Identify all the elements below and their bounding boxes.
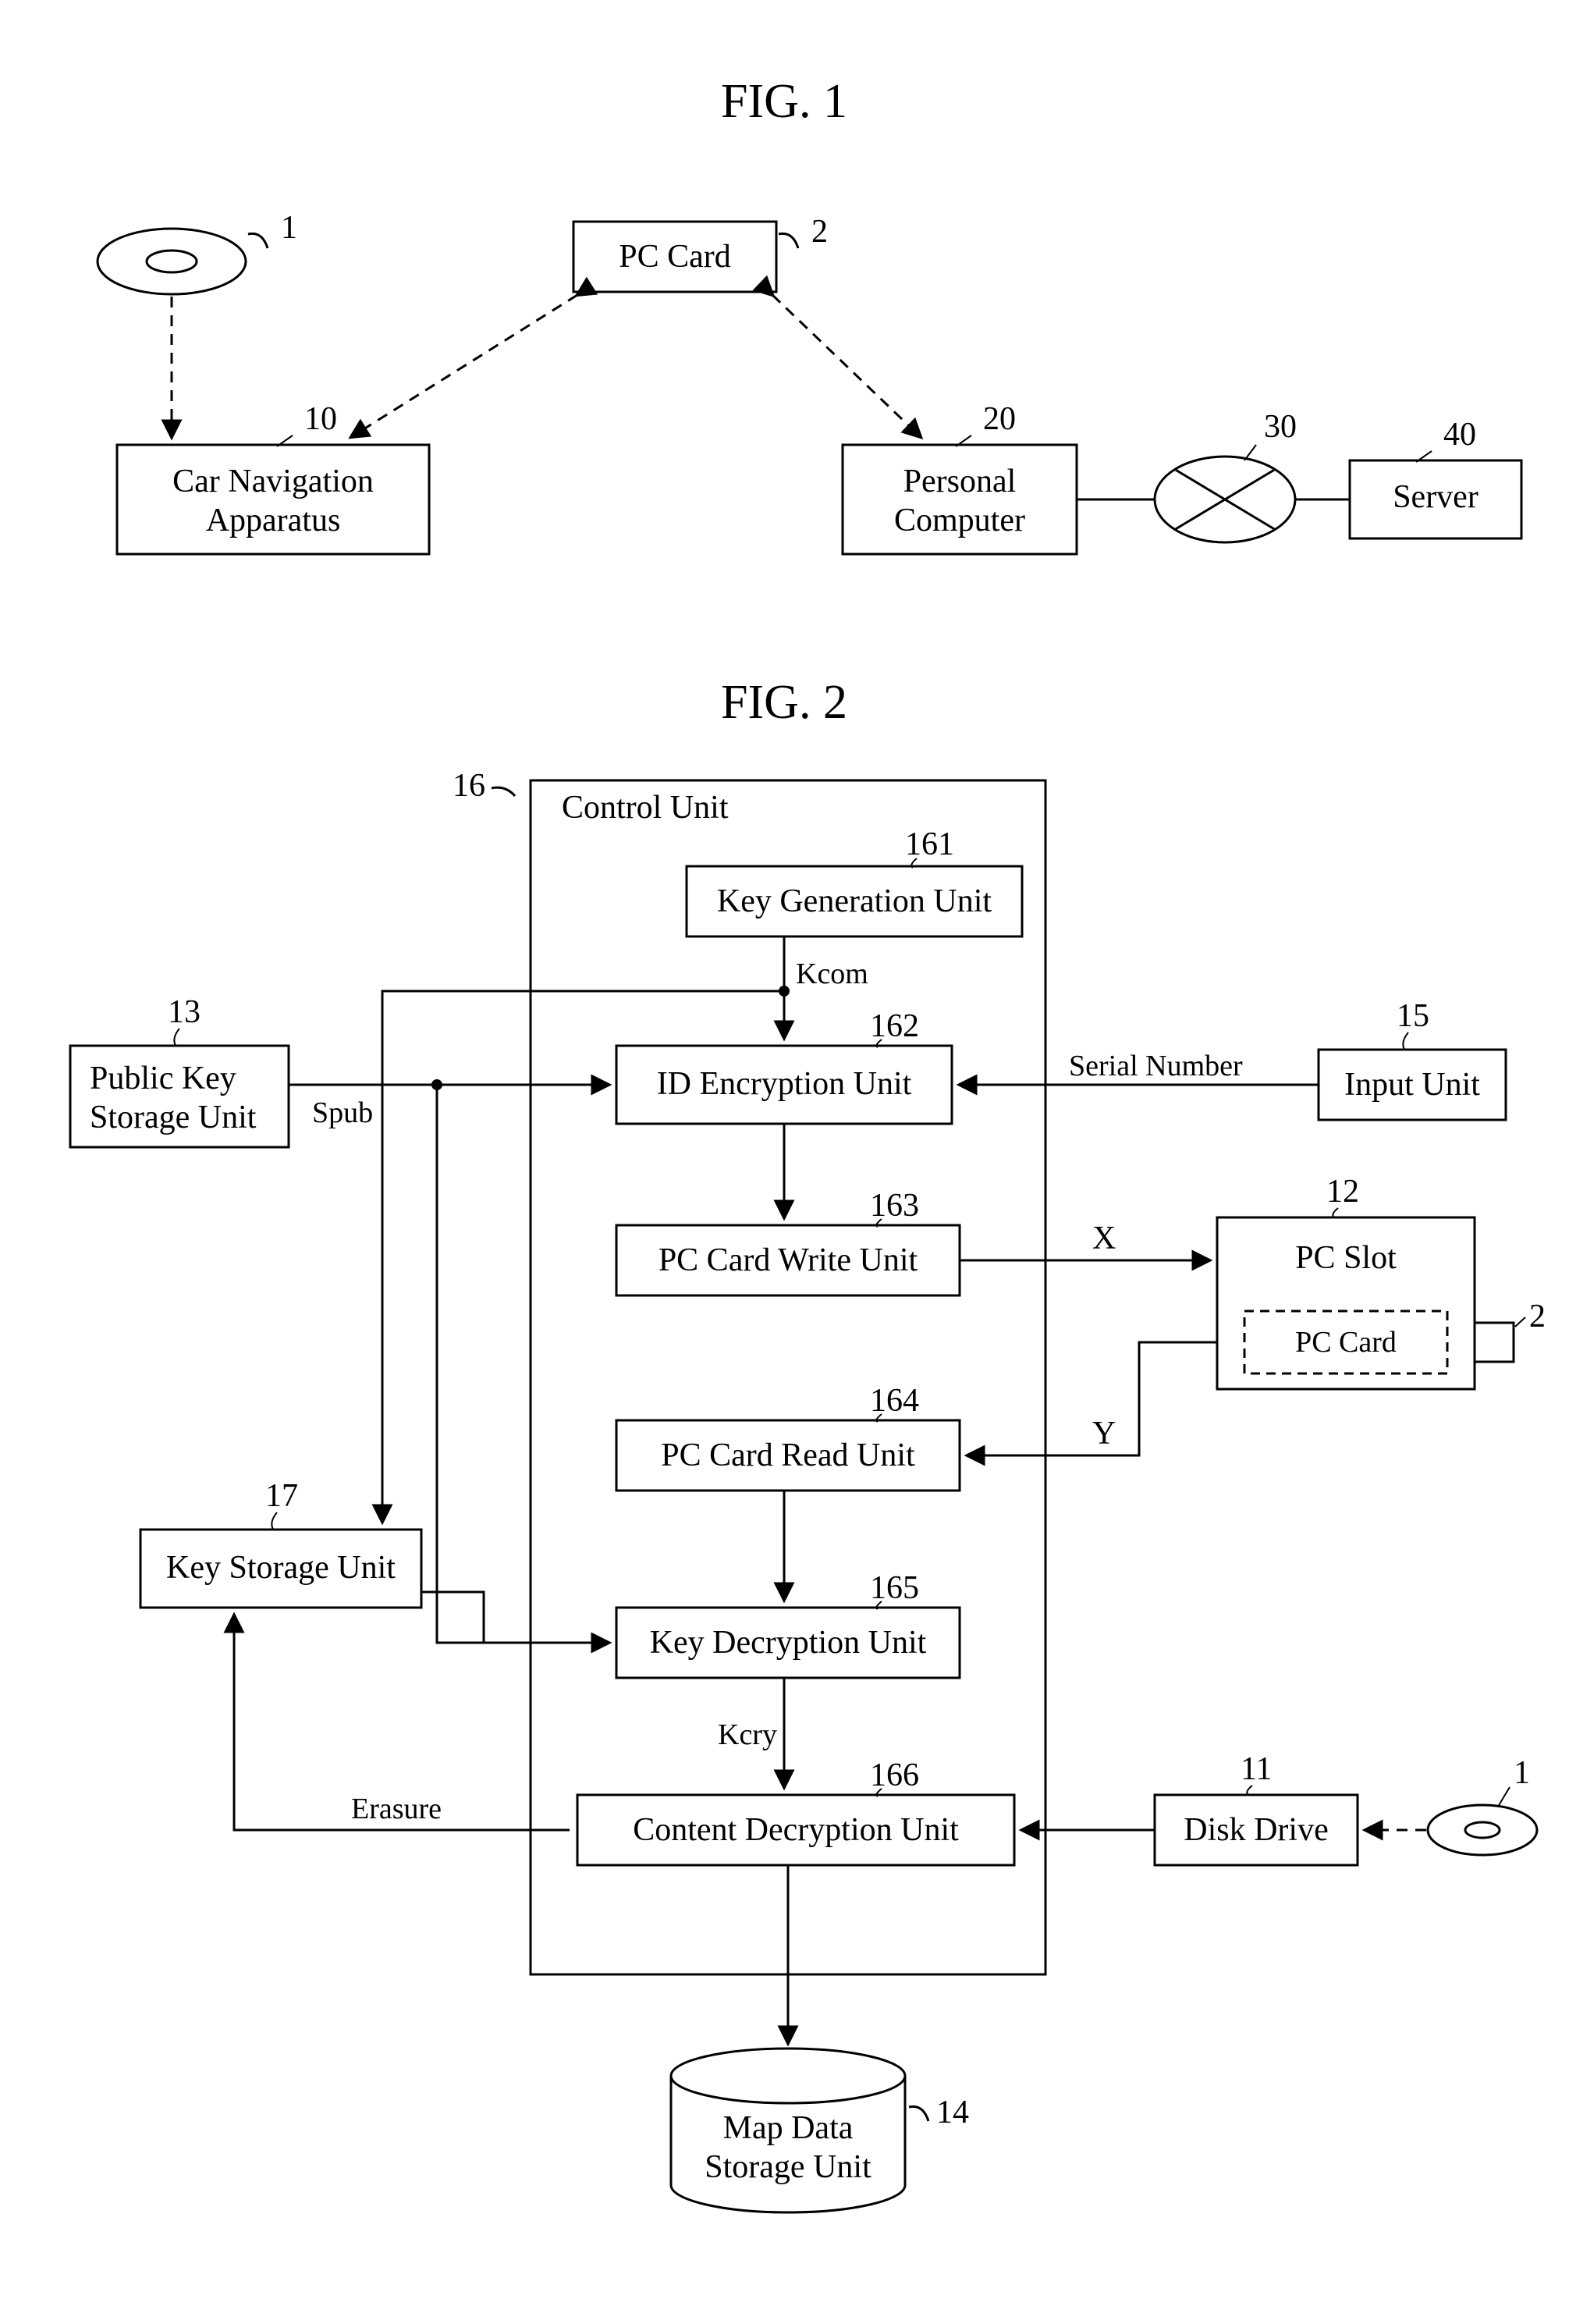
idenc-id: 162 [870,1008,919,1044]
disc2-id: 1 [1514,1755,1530,1791]
pccard2-id: 2 [1529,1299,1546,1334]
network-icon [1155,457,1295,542]
diskdrv-id: 11 [1241,1751,1272,1787]
kcom-label: Kcom [796,958,868,990]
kcry-label: Kcry [718,1718,777,1751]
erasure-label: Erasure [351,1793,442,1825]
y-label: Y [1092,1416,1116,1452]
pccard-connector [1475,1323,1514,1362]
leader-line [1403,1032,1408,1050]
leader-line [779,233,798,248]
pccard-id: 2 [811,214,828,250]
keystor-label: Key Storage Unit [166,1550,396,1586]
pc-label1: Personal [903,464,1017,499]
spub-label: Spub [312,1096,373,1129]
pccard-label: PC Card [619,239,731,275]
pc-id: 20 [983,401,1016,437]
leader-line [492,787,515,796]
leader-line [248,233,268,248]
input-label: Input Unit [1344,1067,1480,1103]
diagram-canvas: FIG. 1 1 PC Card 2 Car Navigation Appara… [0,0,1569,2324]
leader-line [1498,1787,1510,1807]
edge-pccard-carnav [351,295,577,437]
keydec-label: Key Decryption Unit [650,1625,927,1661]
pcread-id: 164 [870,1383,919,1419]
leader-line [272,1512,277,1530]
pcwrite-id: 163 [870,1188,919,1224]
carnav-id: 10 [304,401,337,437]
fig2-title: FIG. 2 [721,676,847,729]
disc2-icon [1428,1805,1537,1855]
pc-label2: Computer [894,503,1025,538]
keydec-id: 165 [870,1570,919,1606]
leader-line [174,1029,179,1046]
pcread-label: PC Card Read Unit [661,1437,915,1473]
pcslot-id: 12 [1326,1174,1359,1210]
contdec-id: 166 [870,1757,919,1793]
input-id: 15 [1397,998,1429,1034]
keygen-label: Key Generation Unit [717,883,992,919]
edge-pccard-pc [772,295,921,437]
control-unit-label: Control Unit [562,790,729,826]
pubkey-label1: Public Key [90,1061,236,1096]
disc-icon [98,229,246,294]
leader-line [909,2106,928,2121]
carnav-label2: Apparatus [206,503,341,538]
idenc-label: ID Encryption Unit [657,1066,912,1102]
pccard2-label: PC Card [1295,1326,1397,1359]
mapdata-label1: Map Data [723,2110,854,2146]
keygen-id: 161 [905,826,954,862]
pcslot-label: PC Slot [1295,1240,1397,1276]
leader-line [1515,1317,1525,1327]
mapdata-label2: Storage Unit [705,2149,871,2185]
x-label: X [1092,1221,1116,1256]
contdec-label: Content Decryption Unit [633,1812,959,1848]
junction-dot [431,1079,442,1090]
serial-label: Serial Number [1069,1050,1243,1082]
pcwrite-label: PC Card Write Unit [658,1242,918,1278]
fig1-title: FIG. 1 [721,75,847,128]
server-label: Server [1393,479,1478,515]
pubkey-label2: Storage Unit [90,1100,257,1135]
pubkey-id: 13 [168,994,201,1030]
mapdata-id: 14 [936,2095,969,2130]
disc1-id: 1 [281,210,297,246]
control-unit-id: 16 [453,768,485,804]
diskdrv-label: Disk Drive [1184,1812,1328,1848]
net-id: 30 [1264,409,1297,445]
keystor-id: 17 [265,1478,298,1514]
carnav-label1: Car Navigation [172,464,374,499]
server-id: 40 [1443,417,1476,453]
